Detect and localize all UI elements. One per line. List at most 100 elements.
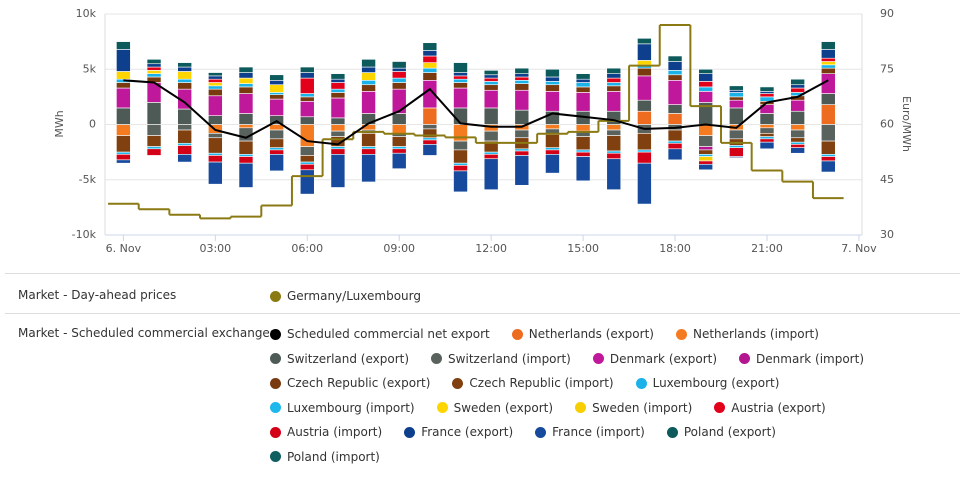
- legend-marker: [675, 328, 687, 340]
- bar-segment: [637, 43, 652, 61]
- bar-segment: [177, 145, 192, 155]
- bar-segment: [667, 74, 683, 81]
- bar-segment: [116, 49, 131, 72]
- legend-item[interactable]: Austria (import): [270, 420, 382, 445]
- bar-segment: [208, 75, 223, 80]
- legend-label: Czech Republic (import): [469, 376, 614, 391]
- bar-segment: [637, 99, 652, 112]
- bar-segment: [330, 97, 346, 119]
- bar-segment: [637, 75, 652, 101]
- bar-segment: [238, 72, 254, 79]
- bar-segment: [637, 133, 652, 151]
- bar-segment: [422, 62, 438, 69]
- bar-segment: [208, 161, 223, 185]
- bar-segment: [422, 55, 438, 63]
- bar-segment: [606, 91, 622, 112]
- bar-segment: [177, 82, 192, 90]
- bar-segment: [116, 124, 131, 136]
- legend-item[interactable]: Czech Republic (import): [452, 371, 614, 396]
- bar-segment: [208, 72, 223, 77]
- bar-segment: [422, 124, 438, 130]
- legend-item[interactable]: Netherlands (import): [675, 322, 819, 347]
- y2-tick-label: 60: [880, 118, 894, 131]
- bar-segment: [606, 152, 622, 160]
- bar-segment: [729, 107, 744, 125]
- bar-segment: [208, 155, 223, 163]
- bar-segment: [422, 137, 438, 141]
- bar-segment: [330, 148, 346, 155]
- y-tick-label: -5k: [79, 173, 97, 186]
- legend-item[interactable]: Czech Republic (export): [270, 371, 430, 396]
- bar-segment: [575, 92, 591, 112]
- bar-segment: [269, 138, 284, 149]
- legend-item[interactable]: Denmark (export): [592, 347, 718, 372]
- bar-segment: [514, 76, 530, 81]
- bar-segment: [575, 156, 591, 182]
- bar-segment: [698, 146, 713, 151]
- bar-segment: [238, 162, 254, 188]
- bar-segment: [208, 88, 223, 97]
- bar-segment: [820, 140, 836, 155]
- bar-segment: [483, 158, 499, 190]
- legend-item[interactable]: Scheduled commercial net export: [270, 322, 490, 347]
- bar-segment: [453, 72, 468, 77]
- legend-item[interactable]: Luxembourg (import): [270, 396, 415, 421]
- legend-item[interactable]: Netherlands (export): [511, 322, 654, 347]
- legend-group: Scheduled commercial net export Netherlan…: [270, 322, 910, 469]
- bar-segment: [790, 124, 805, 131]
- bar-segment: [361, 154, 376, 183]
- legend-item[interactable]: Switzerland (export): [270, 347, 409, 372]
- bar-segment: [790, 78, 805, 86]
- legend-item[interactable]: Sweden (export): [436, 396, 553, 421]
- legend-label: Denmark (export): [609, 351, 718, 366]
- bar-segment: [545, 68, 560, 78]
- legend-item[interactable]: Denmark (import): [739, 347, 864, 372]
- bar-segment: [146, 146, 162, 150]
- legend-item[interactable]: Poland (import): [270, 445, 380, 470]
- bar-segment: [453, 75, 468, 80]
- legend-marker: [270, 426, 281, 438]
- bar-segment: [422, 67, 438, 73]
- net-export-line: [123, 79, 829, 146]
- legend-item[interactable]: Poland (export): [666, 420, 776, 445]
- bar-segment: [177, 154, 192, 163]
- bar-segment: [146, 70, 162, 74]
- x-tick-label: 21:00: [751, 242, 783, 255]
- legend-marker: [535, 426, 547, 438]
- bar-segment: [391, 82, 407, 90]
- bar-segment: [177, 129, 192, 144]
- legend-item[interactable]: Switzerland (import): [431, 347, 571, 372]
- legend-item[interactable]: Germany/Luxembourg: [270, 284, 421, 309]
- bar-segment: [483, 107, 499, 125]
- legend-label: Denmark (import): [756, 351, 864, 366]
- bar-segment: [606, 150, 622, 154]
- bar-segment: [820, 41, 836, 50]
- bar-segment: [820, 57, 836, 62]
- bar-segment: [361, 80, 376, 86]
- bar-segment: [790, 84, 805, 89]
- x-tick-label: 12:00: [475, 242, 507, 255]
- legend-item[interactable]: Luxembourg (export): [635, 371, 779, 396]
- bar-segment: [146, 73, 162, 78]
- bar-segment: [422, 107, 438, 125]
- legend-item[interactable]: France (import): [535, 420, 645, 445]
- bar-segment: [330, 124, 346, 132]
- bar-segment: [790, 110, 805, 125]
- bar-segment: [330, 117, 346, 125]
- chart: -10k -5k 0 5k 10k 30 45 60 75 90 6. Nov 03:00 06:00 0…: [53, 7, 913, 255]
- bar-segment: [269, 92, 284, 95]
- legend-item[interactable]: Austria (export): [714, 396, 826, 421]
- legend-item[interactable]: France (export): [404, 420, 513, 445]
- bar-segment: [422, 72, 438, 81]
- legend-label: France (import): [552, 425, 645, 440]
- bar-segment: [667, 104, 683, 114]
- bar-segment: [514, 67, 530, 74]
- bar-segment: [238, 140, 254, 155]
- legend-marker: [270, 353, 281, 365]
- x-tick-label: 18:00: [659, 242, 691, 255]
- bar-segment: [514, 148, 530, 152]
- bar-segment: [391, 152, 407, 169]
- bar-segment: [269, 154, 284, 172]
- legend-item[interactable]: Sweden (import): [575, 396, 692, 421]
- bar-segment: [269, 129, 284, 140]
